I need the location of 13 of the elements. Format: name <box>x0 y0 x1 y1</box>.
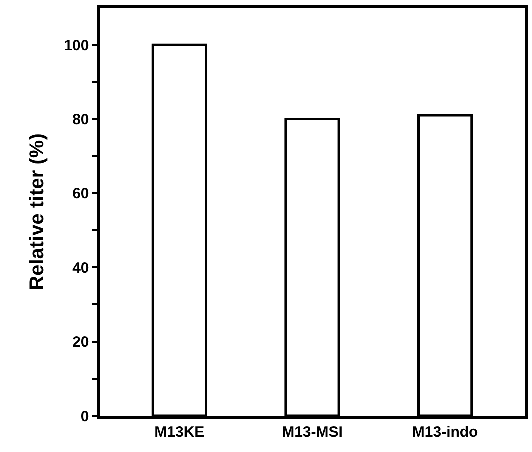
y-tick-label: 0 <box>80 408 90 426</box>
y-tick-label: 40 <box>72 260 90 277</box>
y-tick-label: 20 <box>72 334 90 352</box>
y-tick-label: 100 <box>64 37 90 54</box>
x-tick-label: M13-indo <box>412 424 478 441</box>
bar <box>152 44 208 416</box>
x-tick-label: M13-MSI <box>282 424 343 441</box>
y-tick-label: 80 <box>72 112 90 129</box>
x-tick-label: M13KE <box>154 424 205 441</box>
bar <box>284 118 340 416</box>
y-axis-title: Relative titer (%) <box>26 134 49 290</box>
bar <box>418 114 474 416</box>
y-tick-label: 60 <box>72 186 90 203</box>
